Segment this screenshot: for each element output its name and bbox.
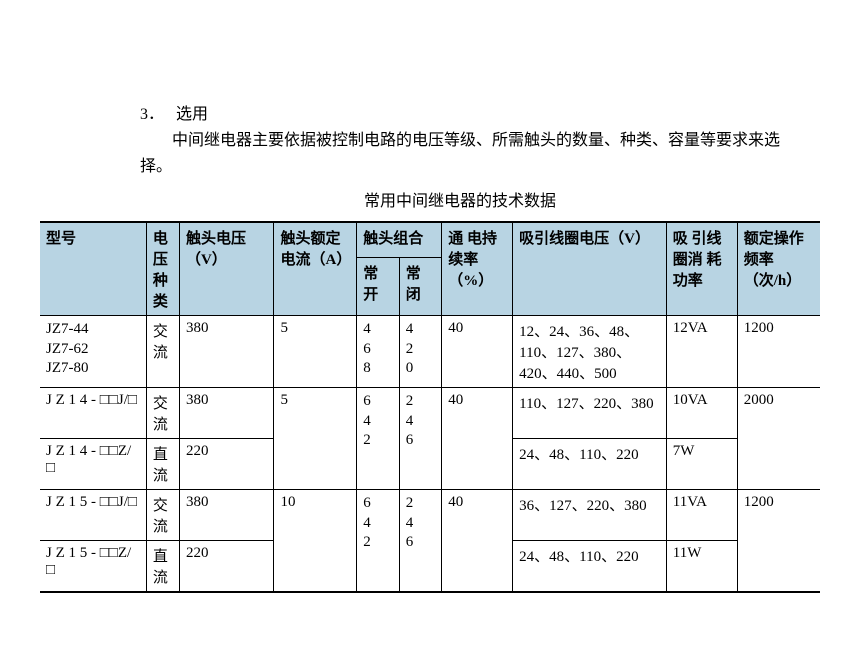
- cell-contact-voltage: 380: [179, 316, 274, 388]
- intro-section: 3． 选用 中间继电器主要依据被控制电路的电压等级、所需触头的数量、种类、容量等…: [40, 100, 820, 211]
- section-heading: 3． 选用: [140, 100, 780, 124]
- cell-contact-voltage: 220: [179, 541, 274, 593]
- table-row: J Z 1 5 - □□J/□ 交流 380 10 6 4 2 2 4 6 40…: [40, 490, 820, 541]
- col-model: 型号: [40, 222, 146, 316]
- cell-contact-current: 10: [274, 490, 357, 593]
- cell-contact-no: 6 4 2: [357, 388, 400, 490]
- cell-voltage-type: 交流: [146, 388, 179, 439]
- cell-contact-voltage: 380: [179, 490, 274, 541]
- col-op-freq: 额定操作频率（次/h）: [737, 222, 820, 316]
- cell-voltage-type: 交流: [146, 316, 179, 388]
- col-coil-power: 吸 引线 圈消 耗功率: [666, 222, 737, 316]
- cell-model: JZ7-44 JZ7-62 JZ7-80: [40, 316, 146, 388]
- cell-op-freq: 1200: [737, 490, 820, 593]
- cell-voltage-type: 交流: [146, 490, 179, 541]
- col-contact-no: 常开: [357, 257, 400, 316]
- cell-contact-nc: 4 2 0: [399, 316, 442, 388]
- col-contact-combo: 触头组合: [357, 222, 442, 257]
- cell-model: J Z 1 5 - □□Z/□: [40, 541, 146, 593]
- cell-coil-power: 10VA: [666, 388, 737, 439]
- cell-coil-power: 11W: [666, 541, 737, 593]
- col-contact-voltage: 触头电压（V）: [179, 222, 274, 316]
- cell-voltage-type: 直流: [146, 541, 179, 593]
- cell-coil-voltage: 24、48、110、220: [513, 439, 667, 490]
- cell-contact-no: 6 4 2: [357, 490, 400, 593]
- cell-coil-voltage: 12、24、36、48、110、127、380、420、440、500: [513, 316, 667, 388]
- cell-coil-power: 11VA: [666, 490, 737, 541]
- section-title: 选用: [176, 106, 208, 123]
- table-header-row-1: 型号 电压种类 触头电压（V） 触头额定电流（A） 触头组合 通 电持 续率（%…: [40, 222, 820, 257]
- body-text: 中间继电器主要依据被控制电路的电压等级、所需触头的数量、种类、容量等要求来选择。: [140, 128, 780, 179]
- cell-coil-voltage: 24、48、110、220: [513, 541, 667, 593]
- relay-data-table: 型号 电压种类 触头电压（V） 触头额定电流（A） 触头组合 通 电持 续率（%…: [40, 221, 820, 593]
- col-contact-current: 触头额定电流（A）: [274, 222, 357, 316]
- cell-contact-no: 4 6 8: [357, 316, 400, 388]
- cell-model: J Z 1 4 - □□Z/□: [40, 439, 146, 490]
- table-row: JZ7-44 JZ7-62 JZ7-80 交流 380 5 4 6 8 4 2 …: [40, 316, 820, 388]
- section-number: 3．: [140, 106, 164, 123]
- cell-contact-nc: 2 4 6: [399, 490, 442, 593]
- col-voltage-type: 电压种类: [146, 222, 179, 316]
- cell-coil-voltage: 110、127、220、380: [513, 388, 667, 439]
- cell-coil-voltage: 36、127、220、380: [513, 490, 667, 541]
- cell-op-freq: 2000: [737, 388, 820, 490]
- col-coil-voltage: 吸引线圈电压（V）: [513, 222, 667, 316]
- cell-duty-cycle: 40: [442, 388, 513, 490]
- col-contact-nc: 常闭: [399, 257, 442, 316]
- cell-contact-voltage: 220: [179, 439, 274, 490]
- cell-op-freq: 1200: [737, 316, 820, 388]
- cell-contact-voltage: 380: [179, 388, 274, 439]
- cell-duty-cycle: 40: [442, 490, 513, 593]
- table-row: J Z 1 4 - □□J/□ 交流 380 5 6 4 2 2 4 6 40 …: [40, 388, 820, 439]
- cell-coil-power: 12VA: [666, 316, 737, 388]
- cell-model: J Z 1 5 - □□J/□: [40, 490, 146, 541]
- cell-contact-nc: 2 4 6: [399, 388, 442, 490]
- cell-voltage-type: 直流: [146, 439, 179, 490]
- table-caption: 常用中间继电器的技术数据: [140, 187, 780, 211]
- cell-model: J Z 1 4 - □□J/□: [40, 388, 146, 439]
- cell-contact-current: 5: [274, 388, 357, 490]
- cell-coil-power: 7W: [666, 439, 737, 490]
- cell-contact-current: 5: [274, 316, 357, 388]
- cell-duty-cycle: 40: [442, 316, 513, 388]
- col-duty-cycle: 通 电持 续率（%）: [442, 222, 513, 316]
